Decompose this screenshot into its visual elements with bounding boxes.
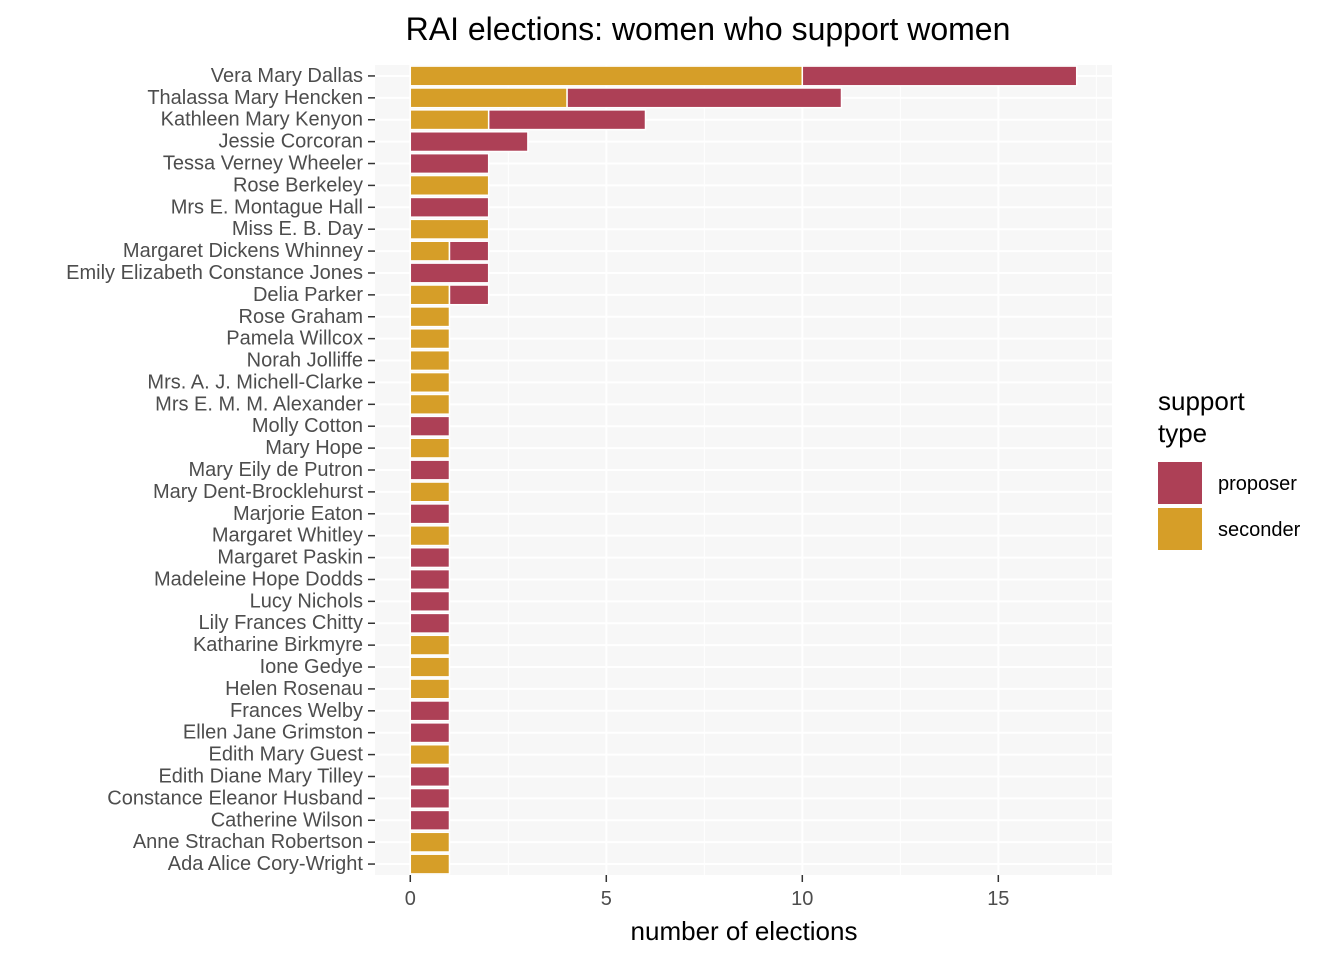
- category-label: Katharine Birkmyre: [193, 634, 363, 656]
- bar-seconder: [409, 678, 451, 700]
- bar-seconder: [409, 831, 451, 853]
- bar-proposer: [409, 196, 490, 218]
- bar-seconder: [409, 65, 804, 87]
- bar-seconder: [409, 371, 451, 394]
- category-label: Miss E. B. Day: [232, 218, 363, 240]
- category-label: Edith Diane Mary Tilley: [158, 765, 363, 787]
- category-label: Delia Parker: [253, 284, 363, 306]
- category-label: Pamela Willcox: [226, 328, 363, 350]
- bar-proposer: [409, 131, 529, 153]
- bar-seconder: [409, 349, 451, 372]
- category-label: Norah Jolliffe: [247, 350, 363, 372]
- x-axis-title: number of elections: [631, 916, 858, 946]
- category-label: Ione Gedye: [260, 656, 363, 678]
- bar-proposer: [409, 722, 451, 744]
- category-label: Ellen Jane Grimston: [183, 722, 363, 744]
- category-label: Mary Dent-Brocklehurst: [153, 481, 364, 503]
- category-label: Tessa Verney Wheeler: [163, 153, 363, 175]
- bar-proposer: [409, 787, 451, 809]
- bar-seconder: [409, 284, 451, 306]
- bar-seconder: [409, 174, 490, 197]
- x-tick-label: 10: [791, 888, 813, 910]
- chart-title: RAI elections: women who support women: [406, 11, 1011, 47]
- x-axis-ticks: 0 5 10 15: [405, 875, 1009, 910]
- category-label: Frances Welby: [230, 700, 363, 722]
- bar-seconder: [409, 218, 490, 240]
- bar-proposer: [409, 765, 451, 788]
- category-label: Madeleine Hope Dodds: [154, 568, 363, 590]
- category-label: Anne Strachan Robertson: [133, 831, 363, 853]
- bar-proposer: [409, 262, 490, 284]
- category-label: Thalassa Mary Hencken: [147, 87, 363, 109]
- category-label: Marjorie Eaton: [233, 503, 363, 525]
- category-label: Edith Mary Guest: [208, 744, 363, 766]
- bar-proposer: [409, 809, 451, 831]
- bar-seconder: [409, 853, 451, 875]
- bar-seconder: [409, 87, 568, 109]
- bar-seconder: [409, 240, 451, 262]
- bar-seconder: [409, 525, 451, 547]
- category-label: Catherine Wilson: [211, 809, 363, 831]
- category-label: Vera Mary Dallas: [211, 65, 363, 87]
- bar-proposer: [487, 109, 647, 131]
- category-label: Mary Hope: [265, 437, 363, 459]
- bar-seconder: [409, 481, 451, 503]
- legend-items: proposer seconder: [1158, 462, 1301, 550]
- category-label: Helen Rosenau: [225, 678, 363, 700]
- category-label: Emily Elizabeth Constance Jones: [66, 262, 363, 284]
- category-label: Mary Eily de Putron: [188, 459, 363, 481]
- bar-proposer: [409, 700, 451, 722]
- bar-proposer: [448, 284, 490, 306]
- category-label: Constance Eleanor Husband: [107, 787, 363, 809]
- category-label: Mrs. A. J. Michell-Clarke: [147, 371, 363, 393]
- bar-proposer: [566, 87, 843, 109]
- legend-swatch-seconder: [1158, 508, 1202, 550]
- bar-seconder: [409, 743, 451, 766]
- category-label: Margaret Dickens Whinney: [123, 240, 363, 262]
- category-label: Mrs E. M. M. Alexander: [155, 393, 363, 415]
- legend-swatch-proposer: [1158, 462, 1202, 504]
- x-tick-label: 5: [601, 888, 612, 910]
- category-label: Molly Cotton: [252, 415, 363, 437]
- category-label: Rose Graham: [239, 306, 364, 328]
- bar-proposer: [448, 240, 490, 262]
- x-tick-label: 15: [987, 888, 1009, 910]
- bar-seconder: [409, 634, 451, 656]
- bar-seconder: [409, 437, 451, 459]
- bar-proposer: [409, 568, 451, 591]
- bar-proposer: [409, 590, 451, 612]
- bar-proposer: [409, 612, 451, 634]
- legend: support type proposer seconder: [1158, 386, 1301, 550]
- bar-seconder: [409, 328, 451, 350]
- bar-seconder: [409, 109, 490, 131]
- category-label: Jessie Corcoran: [218, 131, 363, 153]
- category-label: Mrs E. Montague Hall: [171, 196, 363, 218]
- bar-proposer: [409, 459, 451, 481]
- category-label: Ada Alice Cory-Wright: [168, 853, 364, 875]
- category-label: Kathleen Mary Kenyon: [161, 109, 363, 131]
- legend-title-line: support: [1158, 386, 1245, 416]
- bar-proposer: [801, 65, 1078, 87]
- category-label: Lily Frances Chitty: [199, 612, 364, 634]
- category-label: Margaret Paskin: [217, 547, 363, 569]
- bar-seconder: [409, 656, 451, 678]
- category-label: Margaret Whitley: [212, 525, 363, 547]
- legend-label-proposer: proposer: [1218, 473, 1297, 495]
- bar-proposer: [409, 503, 451, 525]
- legend-title-line: type: [1158, 418, 1207, 448]
- bar-proposer: [409, 415, 451, 437]
- bar-proposer: [409, 152, 490, 175]
- category-label: Rose Berkeley: [233, 174, 363, 196]
- legend-label-seconder: seconder: [1218, 519, 1301, 541]
- legend-title: support type: [1158, 386, 1245, 448]
- x-tick-label: 0: [405, 888, 416, 910]
- bar-seconder: [409, 393, 451, 415]
- bar-seconder: [409, 306, 451, 328]
- category-label: Lucy Nichols: [250, 590, 363, 612]
- bar-layer: [409, 65, 1078, 875]
- bar-proposer: [409, 546, 451, 569]
